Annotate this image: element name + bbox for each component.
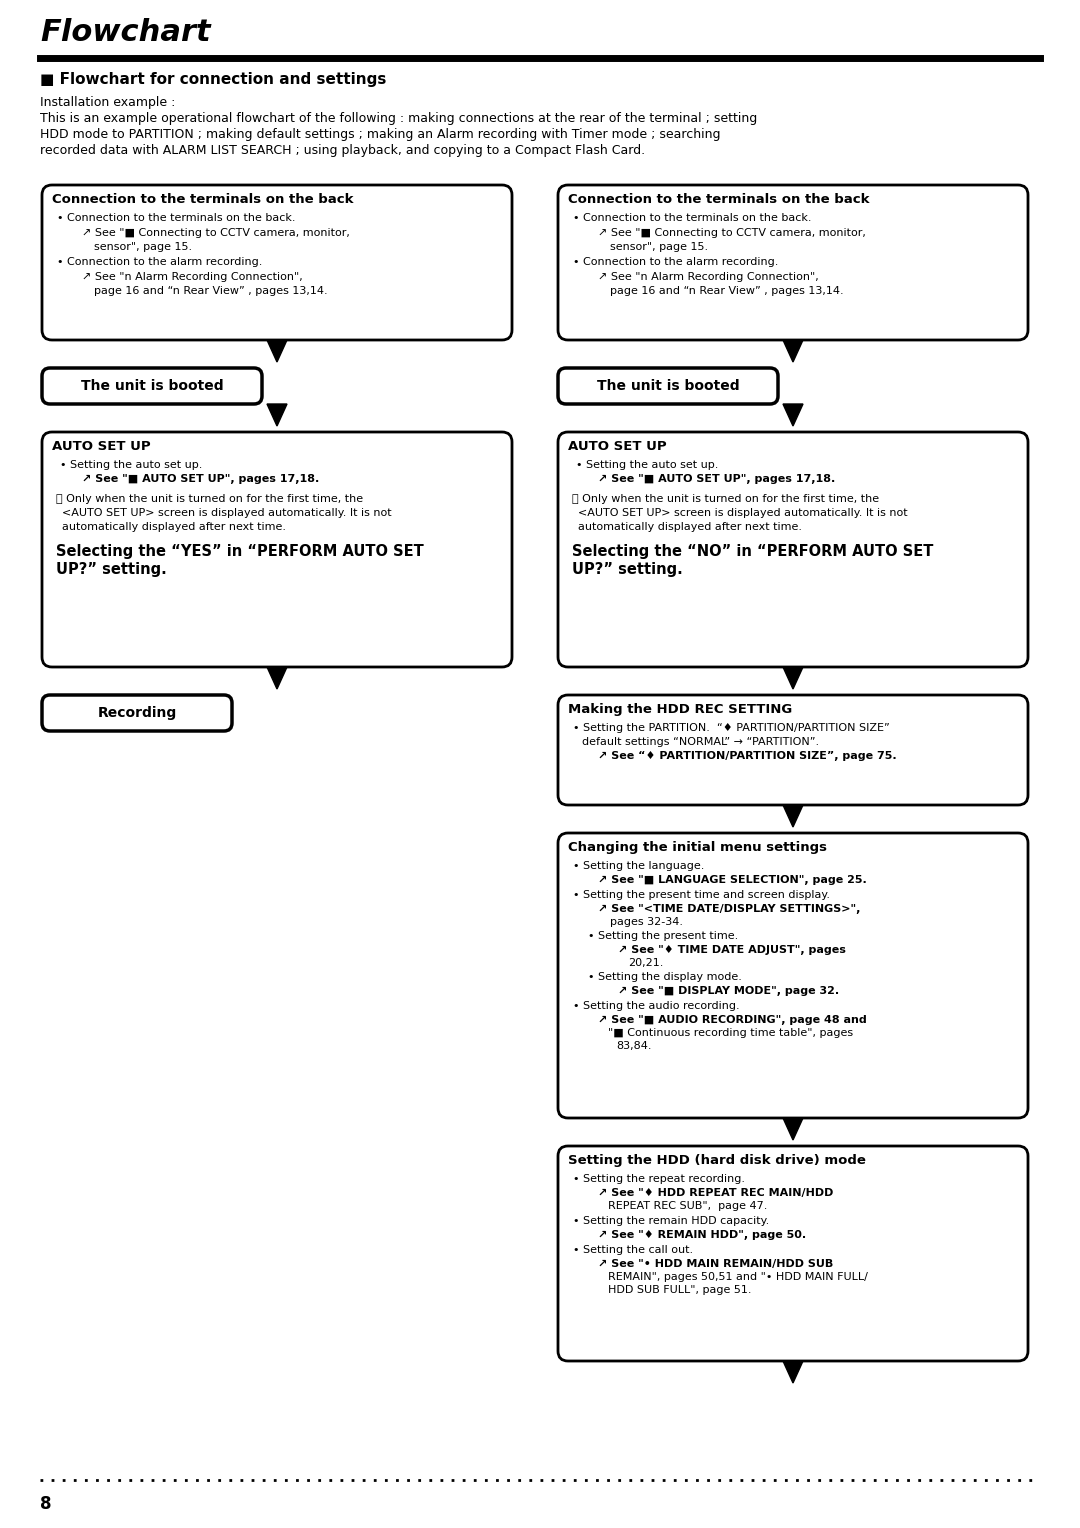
- Text: ⓘ Only when the unit is turned on for the first time, the: ⓘ Only when the unit is turned on for th…: [56, 494, 363, 504]
- Text: • Connection to the alarm recording.: • Connection to the alarm recording.: [57, 257, 262, 267]
- Text: ↗ See "♦ TIME DATE ADJUST", pages: ↗ See "♦ TIME DATE ADJUST", pages: [618, 944, 846, 955]
- Text: ↗ See “♦ PARTITION/PARTITION SIZE”, page 75.: ↗ See “♦ PARTITION/PARTITION SIZE”, page…: [598, 750, 896, 761]
- Text: ↗ See "■ Connecting to CCTV camera, monitor,: ↗ See "■ Connecting to CCTV camera, moni…: [598, 228, 866, 238]
- Text: Selecting the “NO” in “PERFORM AUTO SET: Selecting the “NO” in “PERFORM AUTO SET: [572, 544, 933, 559]
- Text: default settings “NORMAL” → “PARTITION”.: default settings “NORMAL” → “PARTITION”.: [582, 736, 819, 747]
- Text: UP?” setting.: UP?” setting.: [56, 562, 166, 578]
- Text: • Setting the remain HDD capacity.: • Setting the remain HDD capacity.: [573, 1216, 769, 1225]
- Text: • Connection to the alarm recording.: • Connection to the alarm recording.: [573, 257, 779, 267]
- FancyBboxPatch shape: [558, 368, 778, 403]
- Text: UP?” setting.: UP?” setting.: [572, 562, 683, 578]
- Text: ⓘ Only when the unit is turned on for the first time, the: ⓘ Only when the unit is turned on for th…: [572, 494, 879, 504]
- Text: • Setting the repeat recording.: • Setting the repeat recording.: [573, 1174, 745, 1184]
- Text: ↗ See "■ AUTO SET UP", pages 17,18.: ↗ See "■ AUTO SET UP", pages 17,18.: [598, 474, 835, 484]
- Polygon shape: [267, 668, 287, 689]
- Text: ↗ See "n Alarm Recording Connection",: ↗ See "n Alarm Recording Connection",: [598, 272, 819, 283]
- Polygon shape: [783, 403, 804, 426]
- Text: ↗ See "n Alarm Recording Connection",: ↗ See "n Alarm Recording Connection",: [82, 272, 302, 283]
- Text: Installation example :: Installation example :: [40, 96, 175, 108]
- Text: page 16 and “n Rear View” , pages 13,14.: page 16 and “n Rear View” , pages 13,14.: [610, 286, 843, 296]
- Text: 83,84.: 83,84.: [616, 1041, 651, 1051]
- Text: ↗ See "♦ REMAIN HDD", page 50.: ↗ See "♦ REMAIN HDD", page 50.: [598, 1230, 806, 1241]
- Text: Setting the HDD (hard disk drive) mode: Setting the HDD (hard disk drive) mode: [568, 1154, 866, 1167]
- Text: ↗ See "■ LANGUAGE SELECTION", page 25.: ↗ See "■ LANGUAGE SELECTION", page 25.: [598, 876, 867, 885]
- Text: Connection to the terminals on the back: Connection to the terminals on the back: [568, 193, 869, 206]
- Text: • Setting the present time and screen display.: • Setting the present time and screen di…: [573, 889, 831, 900]
- Text: • Setting the auto set up.: • Setting the auto set up.: [60, 460, 202, 471]
- Text: 8: 8: [40, 1494, 52, 1513]
- Text: <AUTO SET UP> screen is displayed automatically. It is not: <AUTO SET UP> screen is displayed automa…: [578, 507, 907, 518]
- Text: • Connection to the terminals on the back.: • Connection to the terminals on the bac…: [57, 212, 296, 223]
- Text: ↗ See "<TIME DATE/DISPLAY SETTINGS>",: ↗ See "<TIME DATE/DISPLAY SETTINGS>",: [598, 905, 861, 914]
- Polygon shape: [783, 668, 804, 689]
- Text: Changing the initial menu settings: Changing the initial menu settings: [568, 840, 827, 854]
- Text: AUTO SET UP: AUTO SET UP: [52, 440, 150, 452]
- Polygon shape: [783, 341, 804, 362]
- Text: Connection to the terminals on the back: Connection to the terminals on the back: [52, 193, 353, 206]
- Text: REMAIN", pages 50,51 and "• HDD MAIN FULL/: REMAIN", pages 50,51 and "• HDD MAIN FUL…: [608, 1271, 868, 1282]
- Text: <AUTO SET UP> screen is displayed automatically. It is not: <AUTO SET UP> screen is displayed automa…: [62, 507, 392, 518]
- Text: REPEAT REC SUB",  page 47.: REPEAT REC SUB", page 47.: [608, 1201, 768, 1212]
- Text: recorded data with ALARM LIST SEARCH ; using playback, and copying to a Compact : recorded data with ALARM LIST SEARCH ; u…: [40, 144, 645, 157]
- Text: automatically displayed after next time.: automatically displayed after next time.: [578, 523, 802, 532]
- Text: • Setting the call out.: • Setting the call out.: [573, 1245, 693, 1254]
- Text: ■ Flowchart for connection and settings: ■ Flowchart for connection and settings: [40, 72, 387, 87]
- Text: 20,21.: 20,21.: [627, 958, 663, 969]
- FancyBboxPatch shape: [42, 368, 262, 403]
- Polygon shape: [783, 1361, 804, 1383]
- Text: This is an example operational flowchart of the following : making connections a: This is an example operational flowchart…: [40, 112, 757, 125]
- Text: • Setting the display mode.: • Setting the display mode.: [588, 972, 742, 983]
- Text: automatically displayed after next time.: automatically displayed after next time.: [62, 523, 286, 532]
- FancyBboxPatch shape: [42, 185, 512, 341]
- Text: The unit is booted: The unit is booted: [81, 379, 224, 393]
- Polygon shape: [267, 341, 287, 362]
- Text: • Connection to the terminals on the back.: • Connection to the terminals on the bac…: [573, 212, 811, 223]
- Text: Recording: Recording: [97, 706, 177, 720]
- FancyBboxPatch shape: [558, 1146, 1028, 1361]
- Text: pages 32-34.: pages 32-34.: [610, 917, 683, 927]
- Text: • Setting the present time.: • Setting the present time.: [588, 931, 739, 941]
- Text: Making the HDD REC SETTING: Making the HDD REC SETTING: [568, 703, 793, 717]
- FancyBboxPatch shape: [42, 432, 512, 668]
- Text: The unit is booted: The unit is booted: [596, 379, 740, 393]
- Text: ↗ See "■ AUTO SET UP", pages 17,18.: ↗ See "■ AUTO SET UP", pages 17,18.: [82, 474, 320, 484]
- Text: ↗ See "♦ HDD REPEAT REC MAIN/HDD: ↗ See "♦ HDD REPEAT REC MAIN/HDD: [598, 1187, 834, 1198]
- Text: • Setting the auto set up.: • Setting the auto set up.: [576, 460, 718, 471]
- Polygon shape: [267, 403, 287, 426]
- Text: ↗ See "■ DISPLAY MODE", page 32.: ↗ See "■ DISPLAY MODE", page 32.: [618, 986, 839, 996]
- Text: • Setting the PARTITION.  “♦ PARTITION/PARTITION SIZE”: • Setting the PARTITION. “♦ PARTITION/PA…: [573, 723, 890, 733]
- FancyBboxPatch shape: [42, 695, 232, 730]
- Text: • Setting the audio recording.: • Setting the audio recording.: [573, 1001, 740, 1012]
- Text: • Setting the language.: • Setting the language.: [573, 860, 704, 871]
- Text: ↗ See "■ AUDIO RECORDING", page 48 and: ↗ See "■ AUDIO RECORDING", page 48 and: [598, 1015, 867, 1025]
- Text: HDD mode to PARTITION ; making default settings ; making an Alarm recording with: HDD mode to PARTITION ; making default s…: [40, 128, 720, 141]
- Text: sensor", page 15.: sensor", page 15.: [610, 241, 708, 252]
- FancyBboxPatch shape: [558, 695, 1028, 805]
- Text: AUTO SET UP: AUTO SET UP: [568, 440, 666, 452]
- Text: sensor", page 15.: sensor", page 15.: [94, 241, 192, 252]
- Polygon shape: [783, 1118, 804, 1140]
- Text: Selecting the “YES” in “PERFORM AUTO SET: Selecting the “YES” in “PERFORM AUTO SET: [56, 544, 423, 559]
- Text: Flowchart: Flowchart: [40, 18, 211, 47]
- Text: "■ Continuous recording time table", pages: "■ Continuous recording time table", pag…: [608, 1028, 853, 1038]
- Text: page 16 and “n Rear View” , pages 13,14.: page 16 and “n Rear View” , pages 13,14.: [94, 286, 327, 296]
- Polygon shape: [783, 805, 804, 827]
- Text: HDD SUB FULL", page 51.: HDD SUB FULL", page 51.: [608, 1285, 752, 1296]
- FancyBboxPatch shape: [558, 833, 1028, 1118]
- Text: ↗ See "• HDD MAIN REMAIN/HDD SUB: ↗ See "• HDD MAIN REMAIN/HDD SUB: [598, 1259, 834, 1268]
- FancyBboxPatch shape: [558, 432, 1028, 668]
- FancyBboxPatch shape: [558, 185, 1028, 341]
- Text: ↗ See "■ Connecting to CCTV camera, monitor,: ↗ See "■ Connecting to CCTV camera, moni…: [82, 228, 350, 238]
